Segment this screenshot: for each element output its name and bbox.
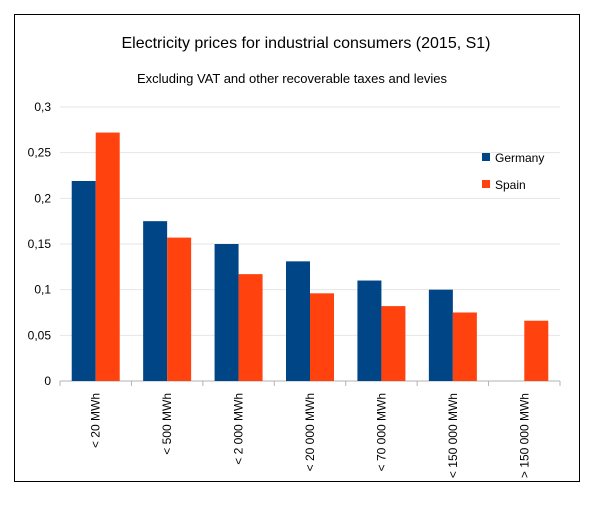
legend-swatch-germany: [482, 153, 490, 161]
y-tick-label: 0,1: [34, 283, 51, 297]
bar-germany-0: [71, 180, 96, 381]
chart-subtitle: Excluding VAT and other recoverable taxe…: [137, 71, 448, 86]
x-category-label: < 500 MWh: [160, 393, 174, 455]
bar-spain-4: [381, 306, 406, 381]
bar-germany-5: [428, 289, 453, 381]
y-tick-label: 0,05: [28, 328, 52, 342]
chart-title: Electricity prices for industrial consum…: [121, 35, 490, 52]
legend: Germany Spain: [482, 151, 544, 192]
y-tick-label: 0,25: [28, 146, 52, 160]
y-tick-label: 0,15: [28, 237, 52, 251]
bar-spain-1: [167, 237, 192, 381]
bar-germany-4: [357, 280, 382, 381]
x-category-label: < 20 000 MWh: [303, 393, 317, 471]
bar-germany-1: [143, 221, 168, 381]
x-category-label: < 150 000 MWh: [446, 393, 460, 478]
x-category-label: < 2 000 MWh: [232, 393, 246, 465]
bar-germany-2: [214, 244, 239, 381]
y-tick-label: 0: [44, 374, 51, 388]
bar-spain-0: [95, 132, 120, 381]
x-category-label: > 150 000 MWh: [517, 393, 531, 478]
y-axis: 0 0,05 0,1 0,15 0,2 0,25 0,3: [28, 100, 52, 388]
bar-spain-5: [452, 312, 477, 381]
bar-chart: Electricity prices for industrial consum…: [28, 35, 561, 478]
legend-swatch-spain: [482, 180, 490, 188]
legend-label-spain: Spain: [495, 178, 526, 192]
bar-spain-3: [310, 293, 334, 381]
x-category-label: < 70 000 MWh: [374, 393, 388, 471]
y-tick-label: 0,3: [34, 100, 51, 114]
x-category-label: < 20 MWh: [89, 393, 103, 448]
bar-spain-6: [524, 320, 549, 381]
bar-germany-3: [286, 261, 310, 381]
bar-spain-2: [238, 274, 263, 381]
x-axis: < 20 MWh < 500 MWh < 2 000 MWh < 20 000 MWh…: [59, 381, 561, 478]
y-tick-label: 0,2: [34, 191, 51, 205]
chart-frame: Electricity prices for industrial consum…: [14, 14, 580, 482]
legend-label-germany: Germany: [495, 151, 544, 165]
bars: [71, 132, 549, 381]
